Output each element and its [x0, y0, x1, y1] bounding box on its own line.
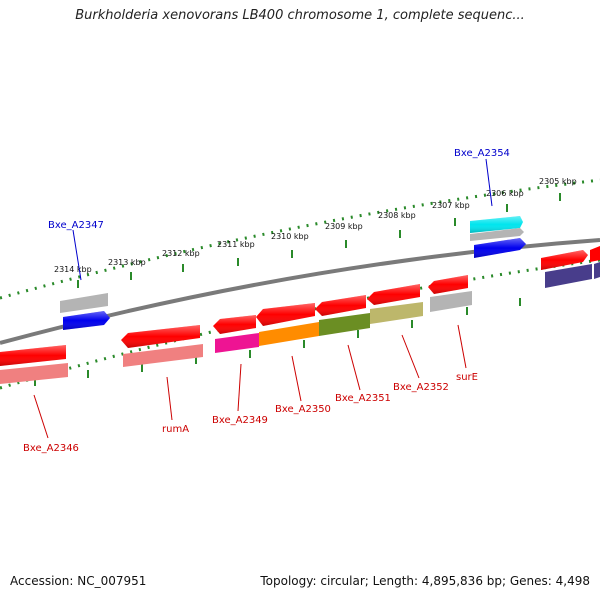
feature-shading: [0, 216, 588, 366]
gene-bxe-a2347-left-shadow: [60, 293, 108, 313]
gene-label-surE[interactable]: surE: [456, 372, 478, 383]
scale-label-2313: 2313 kbp: [108, 258, 146, 267]
gene-labels: Bxe_A2354 Bxe_A2347 Bxe_A2346 rumA Bxe_A…: [23, 148, 510, 454]
leader-surE: [457, 324, 467, 369]
leader-lines: [33, 158, 493, 439]
footer-topology: Topology: circular; Length: 4,895,836 bp…: [260, 574, 590, 588]
gene-bxe-a2351-olive: [319, 313, 370, 336]
scale-label-2309: 2309 kbp: [325, 222, 363, 231]
gene-label-bxe-a2347[interactable]: Bxe_A2347: [48, 220, 104, 231]
scale-label-2307: 2307 kbp: [432, 201, 470, 210]
gene-label-bxe-a2351[interactable]: Bxe_A2351: [335, 393, 391, 404]
gene-bxe-a2350-orange: [259, 322, 319, 346]
leader-rumA: [166, 376, 173, 421]
gene-bxe-a2349-magenta: [215, 333, 259, 353]
scale-labels: 2305 kbp 2306 kbp 2307 kbp 2308 kbp 2309…: [54, 177, 577, 274]
gene-label-bxe-a2354[interactable]: Bxe_A2354: [454, 148, 510, 159]
scale-label-2312: 2312 kbp: [162, 249, 200, 258]
scale-label-2306: 2306 kbp: [486, 189, 524, 198]
gene-navy-1: [545, 264, 592, 288]
gene-red-right-2[interactable]: [590, 246, 600, 262]
gene-label-bxe-a2346[interactable]: Bxe_A2346: [23, 443, 79, 454]
leader-bxe-a2354: [485, 158, 493, 207]
gene-label-bxe-a2349[interactable]: Bxe_A2349: [212, 415, 268, 426]
leader-bxe-a2351: [347, 344, 361, 391]
leader-bxe-a2347: [72, 229, 82, 281]
leader-bxe-a2349: [237, 363, 242, 412]
leader-bxe-a2350: [291, 355, 302, 402]
scale-label-2314: 2314 kbp: [54, 265, 92, 274]
leader-bxe-a2346: [33, 394, 49, 439]
outer-major-ticks: [77, 193, 561, 288]
gene-label-bxe-a2350[interactable]: Bxe_A2350: [275, 404, 331, 415]
scale-label-2305: 2305 kbp: [539, 177, 577, 186]
map-title: Burkholderia xenovorans LB400 chromosome…: [75, 8, 525, 23]
footer-accession: Accession: NC_007951: [10, 574, 147, 588]
gene-rumA-pink: [123, 344, 203, 367]
gene-surE-shadow: [430, 291, 472, 312]
gene-label-rumA[interactable]: rumA: [162, 424, 189, 435]
gene-bxe-a2354-shadow: [470, 228, 524, 241]
leader-bxe-a2352: [401, 334, 420, 379]
scale-label-2310: 2310 kbp: [271, 232, 309, 241]
scale-label-2308: 2308 kbp: [378, 211, 416, 220]
gene-label-bxe-a2352[interactable]: Bxe_A2352: [393, 382, 449, 393]
scale-label-2311: 2311 kbp: [217, 240, 255, 249]
gene-bxe-a2346-pink: [0, 363, 68, 384]
gene-navy-2: [594, 262, 600, 279]
gene-bxe-a2352-khaki: [370, 302, 423, 324]
